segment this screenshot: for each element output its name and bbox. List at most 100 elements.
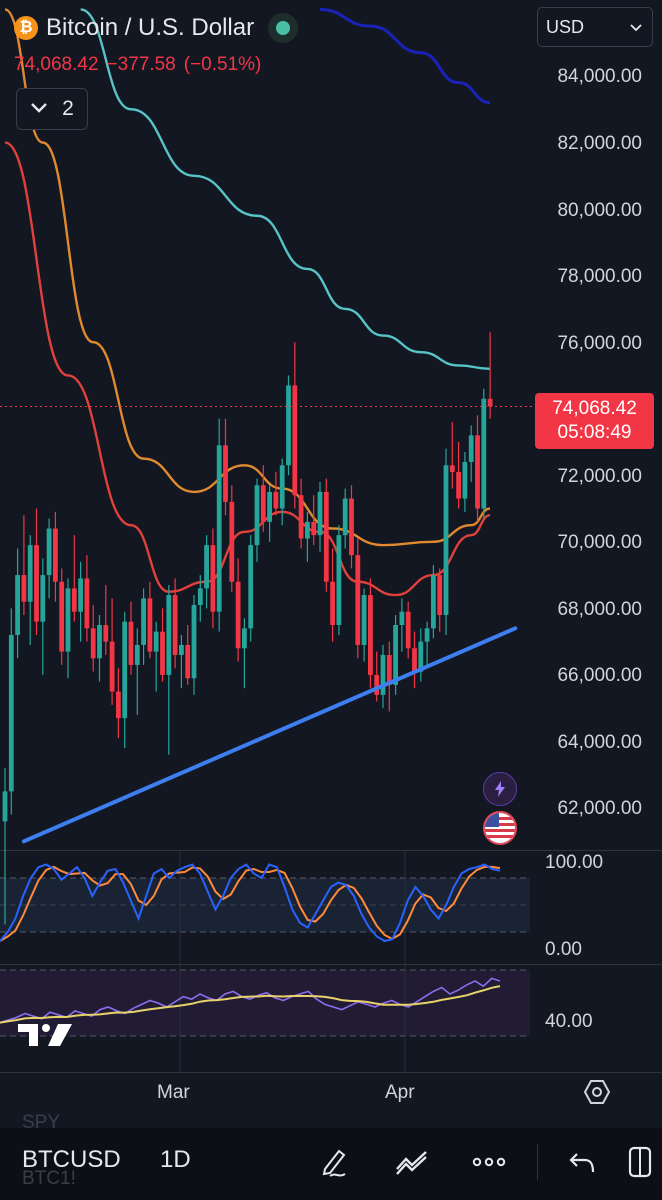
candle-body[interactable] [248, 545, 254, 629]
price-axis-label[interactable]: 66,000.00 [557, 665, 642, 686]
support-trendline[interactable] [21, 626, 518, 844]
more-options-button[interactable] [467, 1140, 511, 1184]
symbol-search-button[interactable]: BTCUSD [22, 1146, 121, 1173]
price-axis-label[interactable]: 82,000.00 [557, 133, 642, 154]
candle-body[interactable] [405, 611, 411, 649]
candle-body[interactable] [53, 528, 58, 582]
price-axis-label[interactable]: 64,000.00 [557, 732, 642, 753]
currency-select[interactable]: USD [537, 7, 653, 47]
candle-body[interactable] [286, 385, 291, 466]
candle-body[interactable] [153, 631, 159, 652]
candle-body[interactable] [361, 595, 367, 645]
candle-body[interactable] [210, 545, 216, 612]
candle-body[interactable] [223, 445, 228, 502]
candle-body[interactable] [437, 575, 443, 616]
candle-body[interactable] [393, 625, 398, 685]
drawing-tools-button[interactable] [312, 1140, 356, 1184]
candle-body[interactable] [292, 385, 298, 496]
candle-body[interactable] [103, 625, 109, 642]
lightning-icon[interactable] [483, 772, 517, 806]
stoch-axis-label-low[interactable]: 0.00 [545, 939, 582, 960]
candle-body[interactable] [147, 598, 153, 652]
candle-body[interactable] [65, 588, 71, 652]
candle-body[interactable] [336, 535, 342, 625]
price-axis-label[interactable]: 78,000.00 [557, 266, 642, 287]
price-axis-label[interactable]: 70,000.00 [557, 532, 642, 553]
candle-body[interactable] [84, 578, 90, 629]
candle-body[interactable] [380, 654, 386, 695]
candle-body[interactable] [311, 521, 317, 536]
candle-body[interactable] [305, 521, 310, 539]
candle-body[interactable] [254, 485, 260, 546]
candle-body[interactable] [487, 398, 493, 407]
candle-body[interactable] [475, 435, 480, 509]
price-axis-label[interactable]: 68,000.00 [557, 599, 642, 620]
candle-body[interactable] [481, 398, 487, 509]
candle-body[interactable] [141, 598, 146, 645]
candle-body[interactable] [40, 575, 46, 622]
candle-body[interactable] [298, 495, 304, 539]
candle-body[interactable] [342, 498, 348, 536]
candle-body[interactable] [279, 465, 285, 509]
layout-button[interactable] [618, 1140, 662, 1184]
candle-body[interactable] [468, 435, 474, 462]
candle-body[interactable] [21, 575, 27, 602]
chart-settings-icon[interactable] [583, 1078, 611, 1106]
candle-body[interactable] [235, 581, 241, 649]
candle-body[interactable] [412, 648, 417, 672]
symbol-legend[interactable]: ₿ Bitcoin / U.S. Dollar 74,068.42 −377.5… [14, 10, 299, 76]
time-axis-label-mar[interactable]: Mar [157, 1082, 190, 1103]
candle-body[interactable] [179, 644, 184, 655]
rsi-axis-label[interactable]: 40.00 [545, 1011, 593, 1032]
tradingview-logo-icon[interactable] [16, 1020, 74, 1050]
time-axis-label-apr[interactable]: Apr [385, 1082, 415, 1103]
candle-body[interactable] [330, 581, 335, 625]
candle-body[interactable] [204, 545, 209, 589]
price-axis-label[interactable]: 76,000.00 [557, 333, 642, 354]
candle-body[interactable] [368, 595, 373, 675]
candle-body[interactable] [216, 445, 222, 612]
main-pane[interactable] [0, 0, 530, 850]
candle-body[interactable] [166, 595, 172, 675]
candle-body[interactable] [260, 485, 266, 522]
candle-body[interactable] [317, 491, 323, 536]
candle-body[interactable] [267, 491, 272, 522]
moving-average-line[interactable] [320, 9, 490, 102]
stoch-axis-label-high[interactable]: 100.00 [545, 852, 604, 873]
candle-body[interactable] [449, 465, 455, 472]
candle-body[interactable] [418, 641, 424, 672]
candle-body[interactable] [8, 634, 14, 792]
candle-body[interactable] [431, 575, 436, 629]
candle-body[interactable] [59, 581, 65, 652]
candle-body[interactable] [185, 644, 191, 679]
candle-body[interactable] [116, 691, 121, 719]
indicators-collapse-button[interactable]: 2 [16, 88, 88, 130]
us-flag-icon[interactable] [483, 811, 517, 845]
candle-body[interactable] [128, 621, 134, 665]
undo-button[interactable] [560, 1140, 604, 1184]
last-price-tag[interactable]: 74,068.42 05:08:49 [535, 393, 654, 449]
moving-average-line[interactable] [5, 143, 490, 596]
candle-body[interactable] [399, 611, 405, 625]
candle-body[interactable] [374, 674, 380, 695]
candle-body[interactable] [15, 575, 20, 635]
symbol-title[interactable]: Bitcoin / U.S. Dollar [46, 14, 255, 41]
candle-body[interactable] [443, 465, 449, 616]
candle-body[interactable] [462, 461, 468, 499]
candle-body[interactable] [355, 555, 361, 645]
candle-body[interactable] [97, 625, 102, 659]
candle-body[interactable] [122, 621, 128, 719]
price-axis-label[interactable]: 84,000.00 [557, 66, 642, 87]
candle-body[interactable] [229, 501, 235, 582]
indicators-button[interactable] [390, 1140, 434, 1184]
candle-body[interactable] [197, 588, 203, 606]
candle-body[interactable] [172, 595, 178, 655]
candle-body[interactable] [78, 578, 83, 612]
candle-body[interactable] [456, 471, 461, 499]
candle-body[interactable] [27, 545, 33, 602]
candle-body[interactable] [323, 491, 329, 582]
candle-body[interactable] [71, 588, 77, 612]
market-status-icon[interactable] [268, 13, 299, 43]
candle-body[interactable] [134, 644, 140, 665]
